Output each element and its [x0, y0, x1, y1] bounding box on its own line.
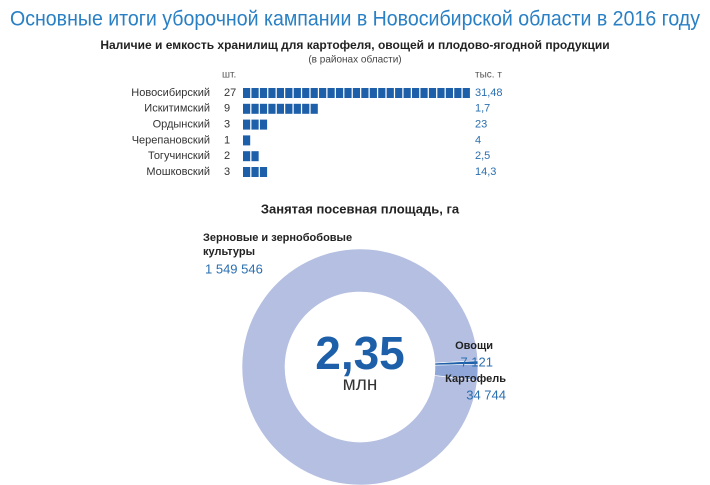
pictogram-square	[251, 88, 259, 98]
pictogram-square	[310, 88, 318, 98]
pictogram-square	[251, 103, 259, 114]
pictogram-row	[243, 88, 470, 98]
pictogram-square	[361, 88, 369, 98]
pictogram-row	[243, 103, 318, 114]
pictogram-square	[259, 119, 268, 130]
pictogram-square	[403, 88, 411, 98]
pictogram-square	[344, 88, 352, 98]
count-label: 1	[224, 134, 230, 146]
pictogram-row	[243, 167, 268, 177]
district-label: Ордынский	[153, 119, 210, 131]
pictogram-square	[428, 88, 437, 98]
pictogram-square	[412, 88, 420, 98]
count-label: 2	[224, 150, 230, 162]
pictogram-square	[243, 151, 251, 162]
center-unit: млн	[343, 374, 378, 395]
capacity-label: 31,48	[475, 87, 503, 99]
pictogram-square	[251, 151, 259, 162]
pictogram-square	[302, 88, 310, 98]
donut-slice	[241, 248, 479, 485]
category-label-box: Зерновые и зернобобовые культуры	[203, 232, 353, 258]
capacity-header: тыс. т	[475, 70, 502, 81]
pictogram-row	[243, 151, 259, 162]
pictogram-square	[285, 103, 293, 114]
pictogram-square	[445, 88, 453, 98]
count-header: шт.	[222, 70, 236, 81]
storage-title: Наличие и емкость хранилищ для картофеля…	[100, 38, 609, 52]
pictogram-square	[251, 119, 259, 130]
pictogram-square	[378, 88, 386, 98]
category-label: Картофель	[445, 373, 506, 385]
value-label: 34 744	[466, 387, 506, 402]
pictogram-square	[259, 167, 268, 177]
pictogram-square	[243, 135, 251, 146]
count-label: 27	[224, 87, 236, 99]
district-label: Мошковский	[146, 166, 210, 178]
category-label: Зерновые и зернобобовые культуры	[203, 232, 353, 258]
pictogram-square	[369, 88, 377, 98]
pictogram-square	[243, 88, 251, 98]
pictogram-square	[268, 88, 276, 98]
pictogram-square	[302, 103, 310, 114]
district-label: Черепановский	[132, 134, 210, 146]
district-label: Искитимский	[144, 103, 210, 115]
pictogram-square	[310, 103, 318, 114]
pictogram-row	[243, 135, 251, 146]
pictogram-square	[293, 103, 301, 114]
capacity-label: 4	[475, 134, 481, 146]
count-label: 9	[224, 103, 230, 115]
pictogram-square	[276, 103, 284, 114]
page-title: Основные итоги уборочной кампании в Ново…	[10, 8, 700, 31]
pictogram-square	[327, 88, 335, 98]
pictogram-square	[335, 88, 344, 98]
pictogram-square	[462, 88, 470, 98]
capacity-label: 23	[475, 119, 487, 131]
pictogram-square	[276, 88, 284, 98]
district-label: Тогучинский	[148, 150, 210, 162]
pictogram-square	[285, 88, 293, 98]
pictogram-square	[259, 88, 268, 98]
pictogram-square	[352, 88, 361, 98]
donut-title: Занятая посевная площадь, га	[261, 201, 460, 216]
capacity-label: 2,5	[475, 150, 490, 162]
capacity-label: 14,3	[475, 166, 496, 178]
pictogram-square	[243, 119, 251, 130]
pictogram-square	[251, 167, 259, 177]
pictogram-row	[243, 119, 268, 130]
center-value: 2,35	[315, 327, 405, 379]
pictogram-square	[386, 88, 394, 98]
pictogram-square	[259, 103, 268, 114]
count-label: 3	[224, 166, 230, 178]
value-label: 1 549 546	[205, 261, 263, 276]
donut-center	[286, 293, 434, 441]
pictogram-square	[454, 88, 462, 98]
pictogram-square	[243, 167, 251, 177]
storage-subtitle: (в районах области)	[308, 54, 401, 66]
pictogram-square	[293, 88, 301, 98]
pictogram-square	[319, 88, 327, 98]
pictogram-square	[395, 88, 403, 98]
donut-slice	[434, 363, 479, 381]
value-label: 7 121	[460, 354, 493, 369]
pictogram-square	[420, 88, 428, 98]
pictogram-square	[268, 103, 276, 114]
pictogram-square	[243, 103, 251, 114]
count-label: 3	[224, 119, 230, 131]
capacity-label: 1,7	[475, 103, 490, 115]
category-label: Овощи	[455, 340, 493, 352]
pictogram-square	[437, 88, 445, 98]
district-label: Новосибирский	[131, 87, 210, 99]
